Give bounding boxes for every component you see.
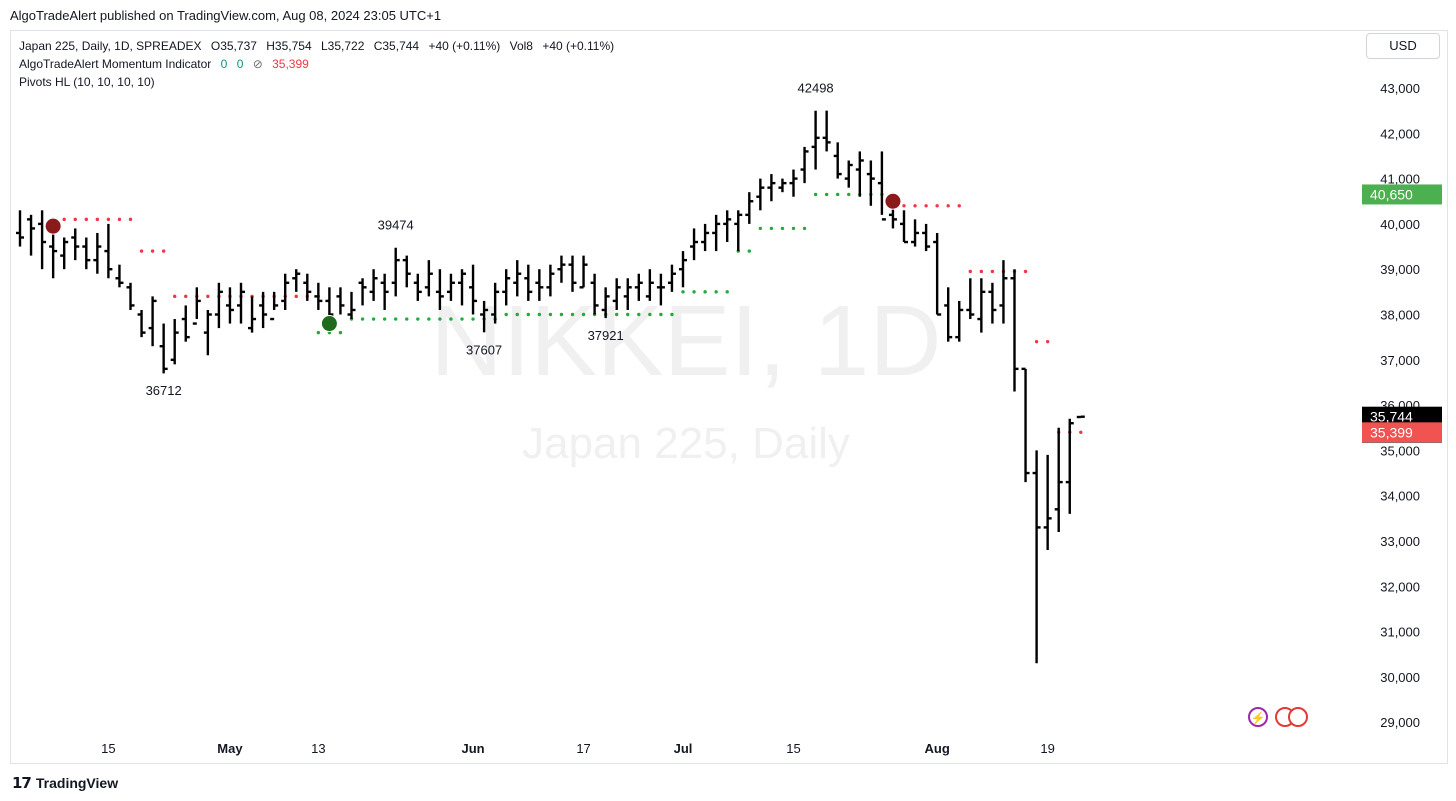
legend-high: H35,754	[266, 39, 312, 53]
legend-pivots-name[interactable]: Pivots HL (10, 10, 10, 10)	[19, 75, 155, 89]
legend-low: L35,722	[320, 39, 365, 53]
legend-close: C35,744	[373, 39, 420, 53]
currency-button[interactable]: USD	[1366, 33, 1440, 59]
legend-pivots-line[interactable]: Pivots HL (10, 10, 10, 10)	[19, 73, 161, 91]
legend-symbol[interactable]: Japan 225, Daily, 1D, SPREADEX	[19, 39, 202, 53]
legend-symbol-line[interactable]: Japan 225, Daily, 1D, SPREADEX O35,737 H…	[19, 37, 620, 55]
legend-indicator-line[interactable]: AlgoTradeAlert Momentum Indicator 0 0 ⊘ …	[19, 55, 315, 73]
legend-volume: Vol8	[509, 39, 533, 53]
chart-frame[interactable]	[10, 30, 1448, 764]
legend-indicator-v3: 35,399	[272, 57, 309, 71]
legend-volume-change: +40 (+0.11%)	[542, 39, 615, 53]
legend-open: O35,737	[210, 39, 257, 53]
legend-indicator-v2: 0	[236, 57, 244, 71]
publisher-line: AlgoTradeAlert published on TradingView.…	[10, 8, 442, 23]
legend-change: +40 (+0.11%)	[428, 39, 501, 53]
legend-indicator-v1: 0	[220, 57, 228, 71]
footer-brand[interactable]: 𝟭𝟳 TradingView	[12, 774, 118, 792]
legend-indicator-na-icon: ⊘	[252, 57, 263, 71]
footer-brand-name: TradingView	[35, 775, 119, 791]
tradingview-logo-icon: 𝟭𝟳	[12, 775, 32, 792]
legend-indicator-name[interactable]: AlgoTradeAlert Momentum Indicator	[19, 57, 212, 71]
